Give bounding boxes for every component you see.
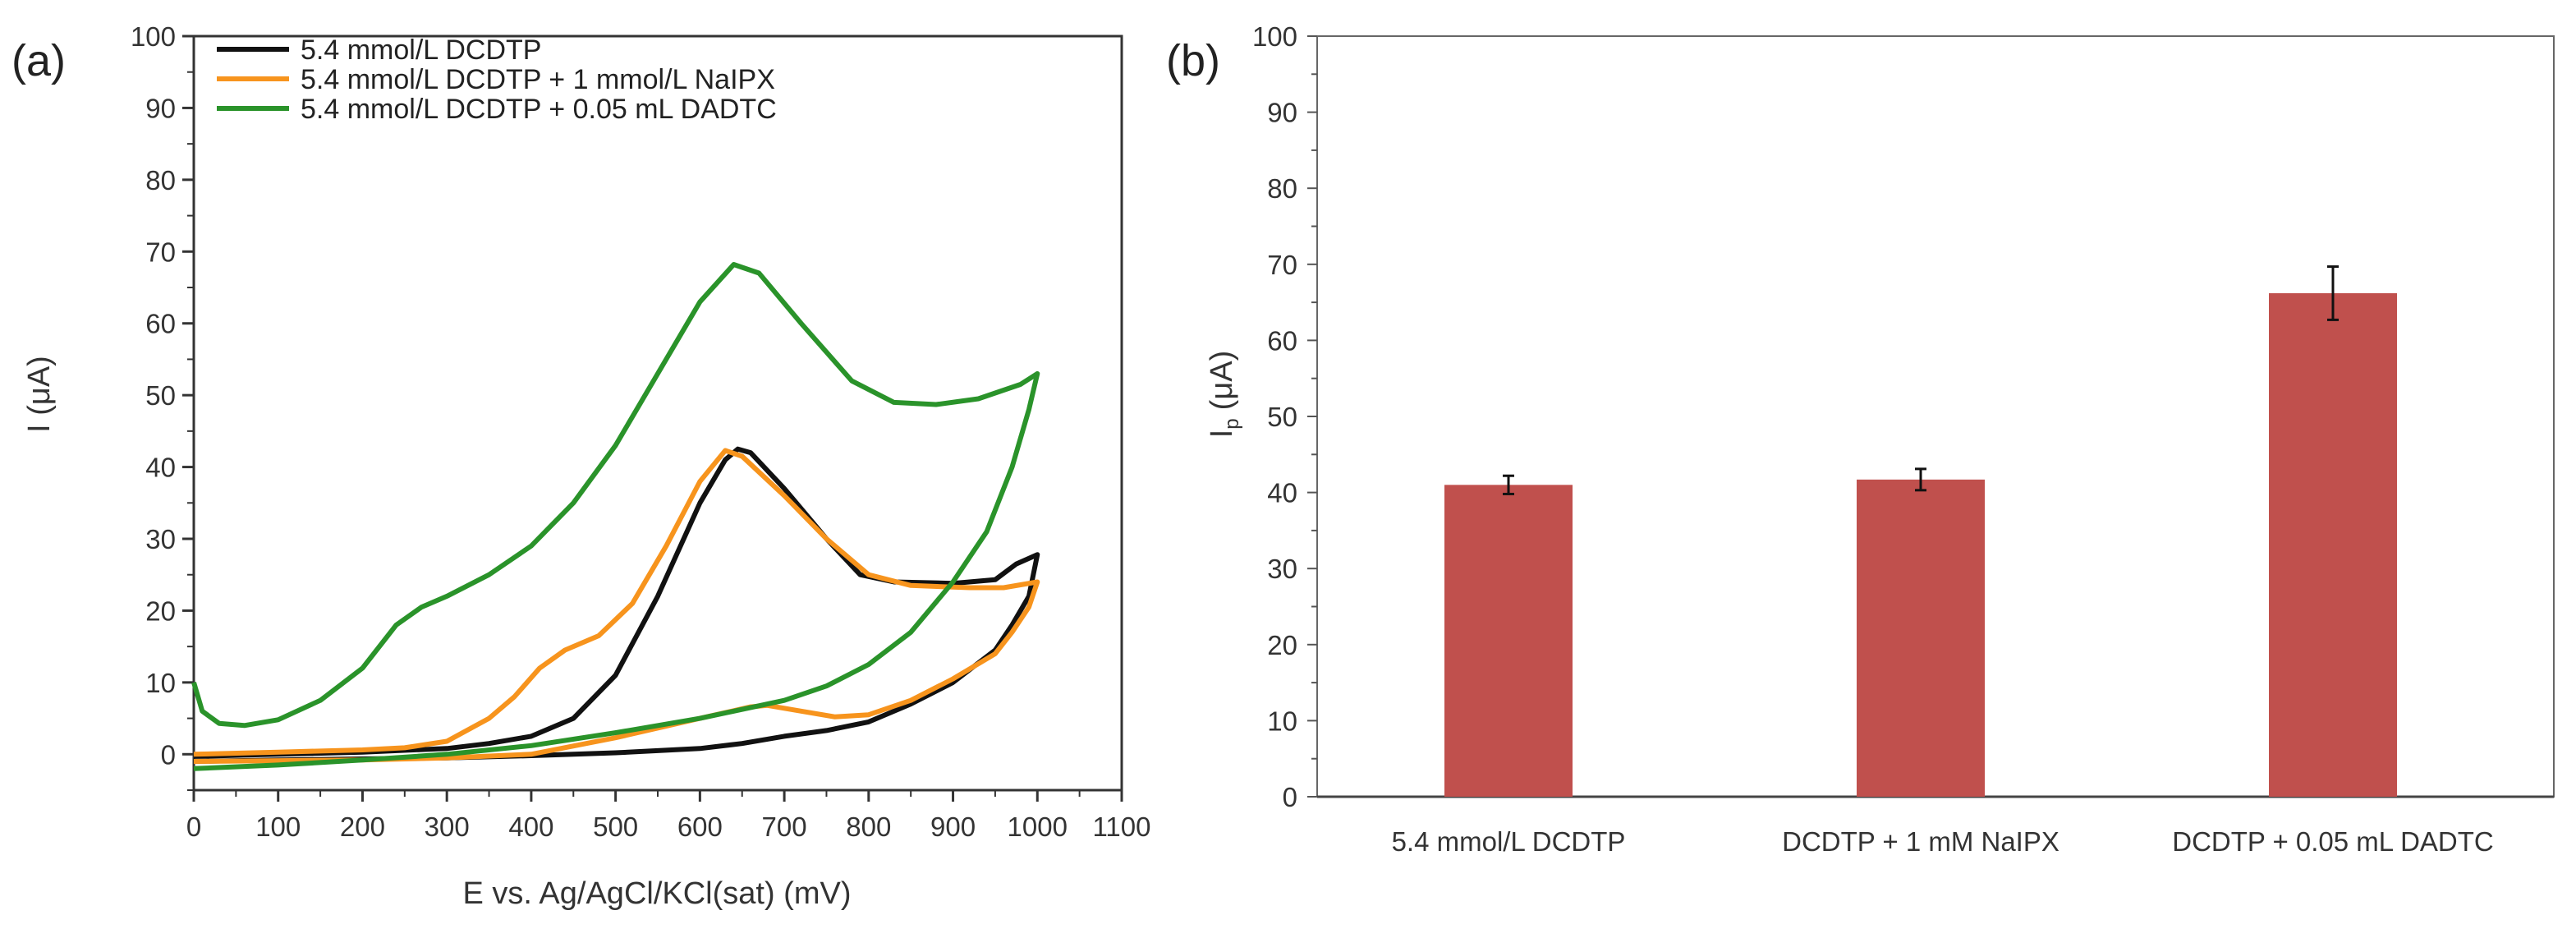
cv-curve-2: [193, 448, 1040, 764]
cv-curve-3: [191, 262, 1040, 771]
y-tick-label-b: 10: [1267, 706, 1297, 736]
y-tick-label-a: 20: [145, 595, 176, 626]
y-tick-label-b: 100: [1252, 21, 1297, 52]
y-tick-label-b: 80: [1267, 173, 1297, 204]
plot-a-frame: [192, 34, 1123, 792]
x-tick-label-a: 400: [508, 812, 553, 842]
y-tick-label-a: 60: [145, 309, 176, 339]
legend-label-3: 5.4 mmol/L DCDTP + 0.05 mL DADTC: [301, 94, 777, 125]
y-tick-label-b: 20: [1267, 630, 1297, 660]
y-tick-label-b: 60: [1267, 325, 1297, 356]
axis-ticks-a: 0 100 200 300 400 500 600 700 800 900 1000 1100 0 10 2…: [131, 21, 1151, 842]
y-tick-label-a: 70: [145, 237, 176, 267]
x-tick-label-a: 0: [186, 812, 201, 842]
bar-1: [1444, 485, 1573, 797]
y-axis-title-b-unit: (μA): [1205, 351, 1239, 411]
cv-curve-1: [193, 446, 1040, 764]
y-tick-label-a: 10: [145, 668, 176, 698]
x-tick-label-a: 900: [930, 812, 976, 842]
bar-3: [2269, 292, 2397, 797]
y-axis-title-b: Ip (μA): [1205, 351, 1243, 438]
legend-label-2: 5.4 mmol/L DCDTP + 1 mmol/L NaIPX: [301, 64, 775, 95]
x-tick-label-a: 800: [846, 812, 891, 842]
y-axis-title-b-sub: p: [1221, 418, 1243, 429]
y-tick-label-b: 70: [1267, 250, 1297, 280]
y-tick-label-a: 50: [145, 380, 176, 411]
cv-curves: [191, 262, 1040, 771]
category-label-3: DCDTP + 0.05 mL DADTC: [2172, 826, 2494, 857]
x-tick-label-a: 500: [593, 812, 638, 842]
y-tick-label-a: 30: [145, 524, 176, 554]
panel-b-bar-chart: (b) 0 10 20 30 40 50 60 70 80 90 100 5.4 mmol/L DC…: [1166, 21, 2555, 857]
y-tick-label-b: 30: [1267, 554, 1297, 584]
y-axis-title-a: I (μA): [22, 356, 57, 433]
x-axis-title-a: E vs. Ag/AgCl/KCl(sat) (mV): [463, 876, 852, 911]
y-tick-label-b: 50: [1267, 402, 1297, 432]
legend-label-1: 5.4 mmol/L DCDTP: [301, 34, 541, 66]
y-tick-label-b: 40: [1267, 478, 1297, 508]
panel-a-label: (a): [11, 36, 66, 85]
x-tick-label-a: 1000: [1008, 812, 1068, 842]
bars: 5.4 mmol/L DCDTP DCDTP + 1 mM NaIPX DCDTP …: [1392, 265, 2494, 857]
y-tick-label-a: 90: [145, 93, 176, 123]
y-tick-label-a: 0: [161, 739, 176, 770]
y-axis-title-b-main: I: [1205, 430, 1239, 439]
y-tick-label-a: 100: [131, 21, 176, 52]
category-label-2: DCDTP + 1 mM NaIPX: [1782, 826, 2059, 857]
panel-b-label: (b): [1166, 36, 1220, 85]
y-tick-label-b: 90: [1267, 98, 1297, 128]
category-label-1: 5.4 mmol/L DCDTP: [1392, 826, 1626, 857]
bar-2: [1857, 479, 1985, 797]
x-tick-label-a: 1100: [1093, 812, 1151, 842]
y-tick-label-a: 40: [145, 453, 176, 483]
panel-a-cv-plot: (a) 0 100 200 300 400 500 600 700 800 900 1000 1100…: [11, 21, 1150, 911]
x-tick-label-a: 100: [255, 812, 301, 842]
y-tick-label-b: 0: [1283, 782, 1297, 812]
x-tick-label-a: 700: [762, 812, 807, 842]
x-tick-label-a: 200: [340, 812, 385, 842]
x-tick-label-a: 300: [425, 812, 470, 842]
x-tick-label-a: 600: [677, 812, 723, 842]
y-tick-label-a: 80: [145, 165, 176, 195]
